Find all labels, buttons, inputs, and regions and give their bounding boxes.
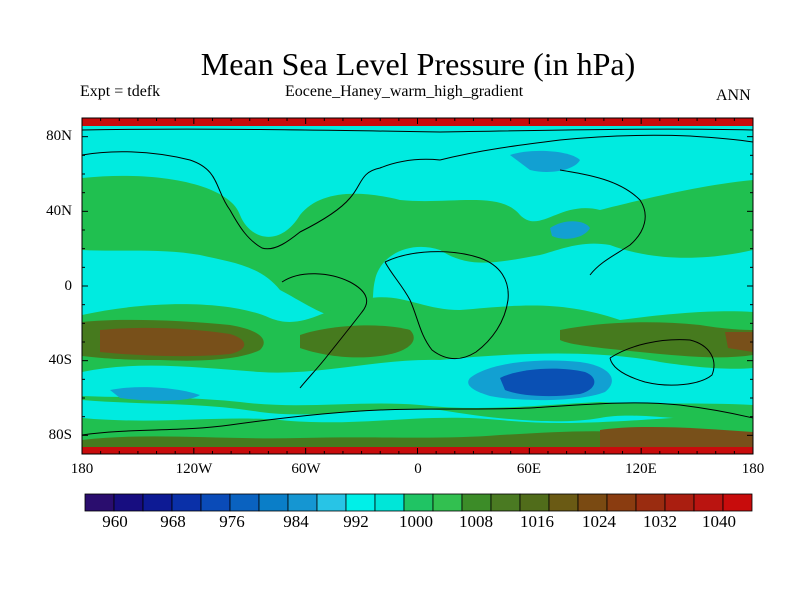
- coastline-eurasia: [439, 134, 753, 161]
- lat-label-80s: 80S: [48, 427, 72, 443]
- coastline-arctic: [82, 128, 753, 133]
- field-olive-indian: [560, 322, 753, 358]
- lon-label-180e: 180: [741, 461, 765, 477]
- colorbar-label: 1008: [459, 512, 493, 531]
- coastlines: [82, 128, 753, 436]
- colorbar-label: 1000: [399, 512, 433, 531]
- colorbar-swatch: [548, 493, 579, 512]
- field-green-north: [82, 175, 753, 319]
- colorbar-swatch: [461, 493, 492, 512]
- colorbar-swatch: [606, 493, 637, 512]
- colorbar-swatch: [374, 493, 405, 512]
- lat-label-80n: 80N: [46, 128, 72, 144]
- colorbar-swatch: [229, 493, 260, 512]
- colorbar-label: 1040: [702, 512, 736, 531]
- lon-label-60w: 60W: [291, 461, 321, 477]
- colorbar-swatch: [316, 493, 347, 512]
- coastline-australia: [609, 339, 715, 386]
- colorbar-label: 960: [102, 512, 128, 531]
- field-blue-light-north1: [510, 150, 580, 172]
- colorbar-swatch: [635, 493, 666, 512]
- tick-marks: [81, 117, 754, 455]
- colorbar-swatch: [519, 493, 550, 512]
- field-brown-indian: [725, 332, 753, 352]
- colorbar-swatch: [84, 493, 115, 512]
- lon-label-120w: 120W: [175, 461, 213, 477]
- lon-label-120e: 120E: [625, 461, 657, 477]
- colorbar-swatch: [200, 493, 231, 512]
- lat-label-eq: 0: [64, 278, 73, 294]
- field-blue-light-north2: [550, 221, 590, 239]
- coastline-antarctica: [82, 402, 753, 436]
- lon-label-0: 0: [414, 461, 422, 477]
- coastline-africa: [384, 251, 509, 359]
- pressure-field: [82, 118, 753, 454]
- colorbar: [84, 493, 753, 512]
- colorbar-label: 968: [160, 512, 186, 531]
- colorbar-label: 1024: [582, 512, 616, 531]
- season-label: ANN: [716, 87, 751, 104]
- colorbar-label: 1016: [520, 512, 554, 531]
- plot-title: Mean Sea Level Pressure (in hPa): [200, 46, 636, 82]
- coastline-north-america: [82, 151, 441, 250]
- lat-label-40n: 40N: [46, 203, 72, 219]
- experiment-label: Expt = tdefk: [80, 83, 161, 100]
- run-name-label: Eocene_Haney_warm_high_gradient: [285, 83, 524, 100]
- lon-label-180w: 180: [70, 461, 94, 477]
- colorbar-swatch: [287, 493, 318, 512]
- colorbar-swatch: [113, 493, 144, 512]
- colorbar-swatch: [577, 493, 608, 512]
- colorbar-swatch: [142, 493, 173, 512]
- colorbar-label: 1032: [643, 512, 677, 531]
- colorbar-swatch: [693, 493, 724, 512]
- colorbar-label: 976: [219, 512, 245, 531]
- colorbar-swatch: [171, 493, 202, 512]
- coastline-south-america: [281, 273, 368, 389]
- colorbar-swatch: [403, 493, 434, 512]
- coastline-asia-east: [559, 169, 646, 276]
- colorbar-label: 984: [283, 512, 309, 531]
- field-blue-light-southwest: [110, 387, 200, 401]
- lon-label-60e: 60E: [516, 461, 542, 477]
- colorbar-swatch: [432, 493, 463, 512]
- field-brown-pacific: [100, 327, 245, 357]
- field-olive-atlantic: [300, 325, 414, 358]
- colorbar-swatch: [664, 493, 695, 512]
- colorbar-swatch: [258, 493, 289, 512]
- colorbar-swatch: [345, 493, 376, 512]
- field-blue-south: [500, 368, 595, 397]
- colorbar-label: 992: [343, 512, 369, 531]
- colorbar-swatch: [722, 493, 753, 512]
- colorbar-swatch: [490, 493, 521, 512]
- lat-label-40s: 40S: [48, 352, 72, 368]
